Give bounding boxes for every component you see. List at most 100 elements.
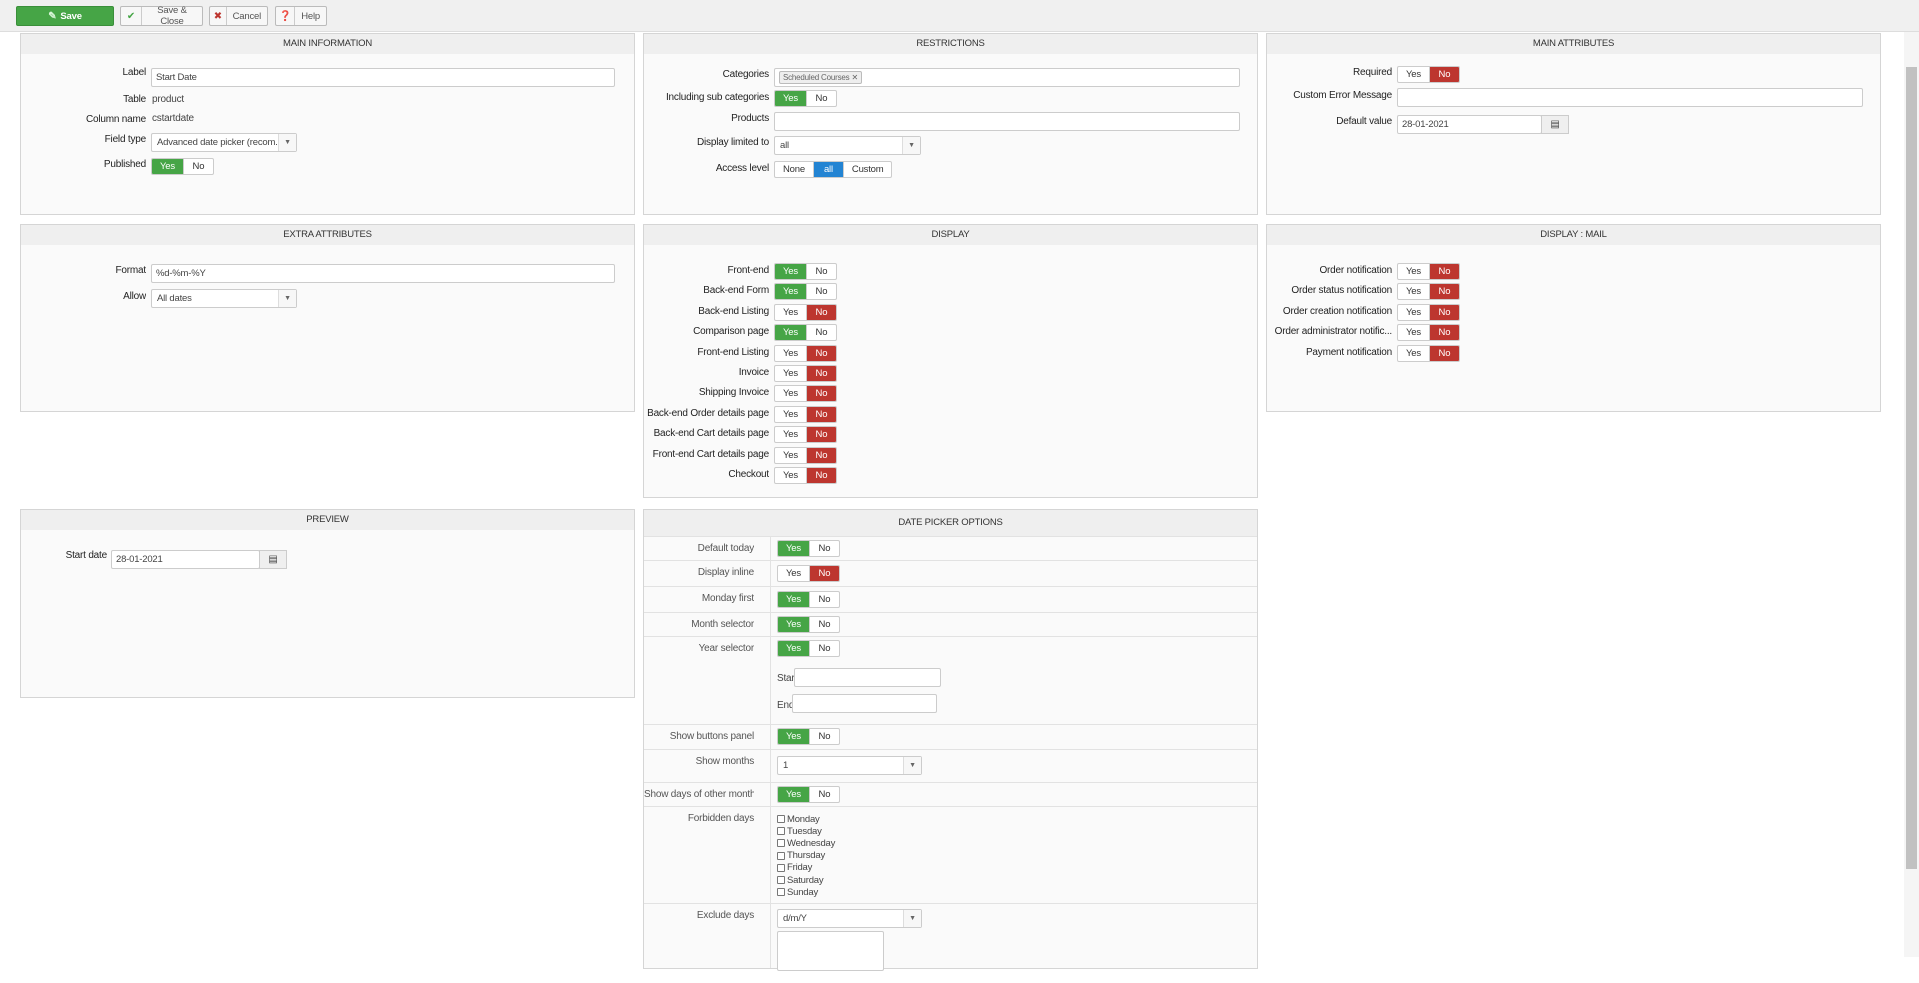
categories-input[interactable]: Scheduled Courses ✕ <box>774 68 1240 87</box>
checkbox[interactable] <box>777 839 785 848</box>
toggle-option-no[interactable]: No <box>805 91 836 106</box>
option-toggle[interactable]: Yes No <box>1397 263 1460 280</box>
format-input[interactable]: %d-%m-%Y <box>151 264 615 283</box>
year-end-input[interactable] <box>792 694 937 713</box>
forbidden-day-item[interactable]: Thursday <box>777 850 835 862</box>
toggle-option-no[interactable]: No <box>1428 264 1459 279</box>
toggle-option-yes[interactable]: Yes <box>783 368 798 379</box>
toggle-option-yes[interactable]: Yes <box>783 429 798 441</box>
toggle-option-yes[interactable]: Yes <box>783 306 798 318</box>
option-toggle[interactable]: Yes No <box>774 344 837 362</box>
published-toggle[interactable]: Yes No <box>151 158 214 175</box>
toggle-option-yes[interactable]: Yes <box>783 347 798 359</box>
show-months-select[interactable]: 1 ▼ <box>777 756 922 775</box>
toggle-option-custom[interactable]: Custom <box>842 162 892 177</box>
option-toggle[interactable]: Yes No <box>774 426 837 444</box>
option-toggle[interactable]: Yes No <box>1397 344 1460 362</box>
forbidden-day-item[interactable]: Monday <box>777 813 835 825</box>
toggle-option-no[interactable]: No <box>808 541 839 556</box>
checkbox[interactable] <box>777 827 785 836</box>
display-inline-toggle[interactable]: Yes No <box>777 565 840 582</box>
toggle-option-no[interactable]: No <box>805 406 836 422</box>
option-toggle[interactable]: Yes No <box>774 405 837 423</box>
toggle-option-yes[interactable]: Yes <box>778 729 809 744</box>
toggle-option-no[interactable]: No <box>805 345 836 361</box>
forbidden-day-item[interactable]: Sunday <box>777 886 835 898</box>
field-type-select[interactable]: Advanced date picker (recom... ▼ <box>151 133 297 152</box>
option-toggle[interactable]: Yes No <box>774 263 837 280</box>
toggle-option-yes[interactable]: Yes <box>778 787 809 802</box>
toggle-option-yes[interactable]: Yes <box>778 541 809 556</box>
toggle-option-no[interactable]: No <box>808 641 839 656</box>
category-tag[interactable]: Scheduled Courses ✕ <box>779 71 862 84</box>
toggle-option-no[interactable]: No <box>805 366 836 381</box>
toggle-option-yes[interactable]: Yes <box>1406 266 1421 277</box>
toggle-option-yes[interactable]: Yes <box>1406 327 1421 339</box>
calendar-icon[interactable]: ▤ <box>1541 115 1569 134</box>
toggle-option-no[interactable]: No <box>1428 304 1459 320</box>
toggle-option-yes[interactable]: Yes <box>778 641 809 656</box>
scrollbar[interactable] <box>1904 32 1919 957</box>
label-input[interactable]: Start Date <box>151 68 615 87</box>
toggle-option-all[interactable]: all <box>812 162 843 177</box>
toggle-option-no[interactable]: No <box>808 787 839 802</box>
monday-first-toggle[interactable]: Yes No <box>777 591 840 608</box>
toggle-option-no[interactable]: No <box>808 729 839 744</box>
toggle-option-yes[interactable]: Yes <box>1406 69 1421 80</box>
toggle-option-yes[interactable]: Yes <box>1406 347 1421 359</box>
toggle-option-yes[interactable]: Yes <box>1406 286 1421 298</box>
toggle-option-no[interactable]: No <box>1428 284 1459 300</box>
toggle-option-no[interactable]: No <box>182 159 213 174</box>
scrollbar-thumb[interactable] <box>1906 67 1917 869</box>
option-toggle[interactable]: Yes No <box>774 467 837 484</box>
save-close-button[interactable]: ✔ Save & Close <box>120 5 203 27</box>
option-toggle[interactable]: Yes No <box>1397 324 1460 342</box>
toggle-option-no[interactable]: No <box>805 304 836 320</box>
toggle-option-no[interactable]: No <box>805 427 836 443</box>
sub-categories-toggle[interactable]: Yes No <box>774 90 837 107</box>
option-toggle[interactable]: Yes No <box>774 365 837 382</box>
products-input[interactable] <box>774 112 1240 131</box>
toggle-option-no[interactable]: No <box>805 325 836 341</box>
toggle-option-yes[interactable]: Yes <box>783 388 798 400</box>
forbidden-day-item[interactable]: Saturday <box>777 874 835 886</box>
option-toggle[interactable]: Yes No <box>774 303 837 321</box>
toggle-option-no[interactable]: No <box>1428 345 1459 361</box>
toggle-option-yes[interactable]: Yes <box>1406 306 1421 318</box>
checkbox[interactable] <box>777 863 785 872</box>
toggle-option-none[interactable]: None <box>783 164 805 175</box>
checkbox[interactable] <box>777 876 785 885</box>
option-toggle[interactable]: Yes No <box>1397 283 1460 301</box>
custom-error-input[interactable] <box>1397 88 1863 107</box>
year-selector-toggle[interactable]: Yes No <box>777 640 840 657</box>
toggle-option-yes[interactable]: Yes <box>778 617 809 632</box>
toggle-option-yes[interactable]: Yes <box>775 91 806 106</box>
toggle-option-yes[interactable]: Yes <box>775 325 806 341</box>
exclude-format-select[interactable]: d/m/Y ▼ <box>777 909 922 928</box>
toggle-option-yes[interactable]: Yes <box>786 568 801 579</box>
display-limited-select[interactable]: all ▼ <box>774 136 921 155</box>
forbidden-day-item[interactable]: Friday <box>777 862 835 874</box>
default-today-toggle[interactable]: Yes No <box>777 540 840 557</box>
option-toggle[interactable]: Yes No <box>774 324 837 342</box>
start-date-input[interactable]: 28-01-2021 <box>111 550 260 569</box>
option-toggle[interactable]: Yes No <box>774 446 837 464</box>
option-toggle[interactable]: Yes No <box>774 385 837 403</box>
calendar-icon[interactable]: ▤ <box>259 550 287 569</box>
save-button[interactable]: ✎ Save <box>16 6 114 26</box>
toggle-option-no[interactable]: No <box>808 592 839 607</box>
toggle-option-no[interactable]: No <box>1428 325 1459 341</box>
toggle-option-yes[interactable]: Yes <box>775 284 806 300</box>
toggle-option-no[interactable]: No <box>805 468 836 483</box>
toggle-option-yes[interactable]: Yes <box>152 159 183 174</box>
toggle-option-yes[interactable]: Yes <box>783 449 798 461</box>
help-button[interactable]: ❓ Help <box>275 6 327 26</box>
toggle-option-no[interactable]: No <box>805 284 836 300</box>
toggle-option-no[interactable]: No <box>805 447 836 463</box>
access-level-toggle[interactable]: None all Custom <box>774 161 893 178</box>
exclude-days-textarea[interactable] <box>777 931 884 971</box>
option-toggle[interactable]: Yes No <box>774 283 837 301</box>
forbidden-day-item[interactable]: Tuesday <box>777 825 835 837</box>
required-toggle[interactable]: Yes No <box>1397 66 1460 83</box>
toggle-option-yes[interactable]: Yes <box>783 408 798 420</box>
